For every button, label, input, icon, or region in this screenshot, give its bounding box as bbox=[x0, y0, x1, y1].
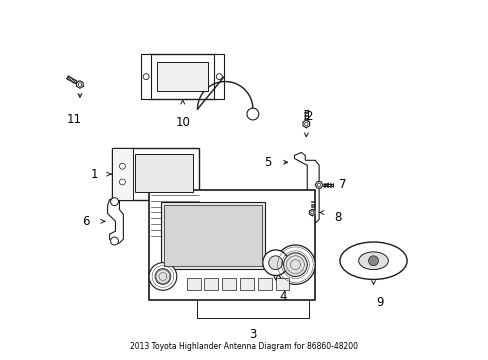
Polygon shape bbox=[107, 198, 123, 243]
Circle shape bbox=[262, 250, 288, 275]
Circle shape bbox=[216, 74, 222, 80]
Text: 2: 2 bbox=[305, 110, 312, 123]
Bar bbox=[141, 54, 151, 99]
Bar bbox=[161, 202, 264, 269]
Circle shape bbox=[304, 122, 307, 126]
Polygon shape bbox=[309, 209, 314, 216]
Bar bbox=[111, 148, 133, 200]
Circle shape bbox=[317, 183, 320, 186]
Circle shape bbox=[119, 163, 125, 169]
Polygon shape bbox=[315, 182, 322, 188]
Circle shape bbox=[143, 74, 149, 80]
Circle shape bbox=[283, 253, 306, 276]
Bar bbox=[111, 148, 198, 200]
Bar bbox=[240, 278, 253, 290]
Text: 4: 4 bbox=[279, 290, 286, 303]
Bar bbox=[222, 278, 236, 290]
Text: 3: 3 bbox=[249, 328, 256, 341]
Bar bbox=[204, 278, 218, 290]
Circle shape bbox=[310, 211, 313, 214]
Text: 1: 1 bbox=[90, 168, 98, 181]
Circle shape bbox=[368, 256, 378, 266]
Circle shape bbox=[155, 269, 170, 284]
Bar bbox=[135, 154, 192, 192]
Bar bbox=[163, 204, 261, 266]
Polygon shape bbox=[303, 120, 309, 128]
Text: 11: 11 bbox=[66, 113, 81, 126]
Circle shape bbox=[78, 83, 81, 86]
Circle shape bbox=[110, 237, 118, 245]
Text: 9: 9 bbox=[376, 296, 383, 309]
Bar bbox=[214, 54, 224, 99]
Circle shape bbox=[268, 256, 282, 270]
Circle shape bbox=[275, 245, 315, 284]
Text: 5: 5 bbox=[264, 156, 271, 169]
Text: 7: 7 bbox=[338, 179, 346, 192]
Bar bbox=[149, 190, 315, 300]
Polygon shape bbox=[77, 81, 83, 88]
Circle shape bbox=[110, 198, 118, 206]
Text: 10: 10 bbox=[175, 116, 190, 129]
Circle shape bbox=[149, 263, 177, 290]
Text: 6: 6 bbox=[82, 215, 90, 228]
Polygon shape bbox=[294, 152, 319, 223]
Ellipse shape bbox=[339, 242, 407, 279]
Circle shape bbox=[119, 179, 125, 185]
Bar bbox=[186, 278, 200, 290]
Text: 8: 8 bbox=[333, 211, 341, 224]
Bar bbox=[157, 62, 208, 91]
Ellipse shape bbox=[358, 252, 387, 270]
Bar bbox=[149, 54, 216, 99]
Circle shape bbox=[246, 108, 258, 120]
Bar bbox=[275, 278, 289, 290]
Bar bbox=[257, 278, 271, 290]
Text: 2013 Toyota Highlander Antenna Diagram for 86860-48200: 2013 Toyota Highlander Antenna Diagram f… bbox=[130, 342, 357, 351]
